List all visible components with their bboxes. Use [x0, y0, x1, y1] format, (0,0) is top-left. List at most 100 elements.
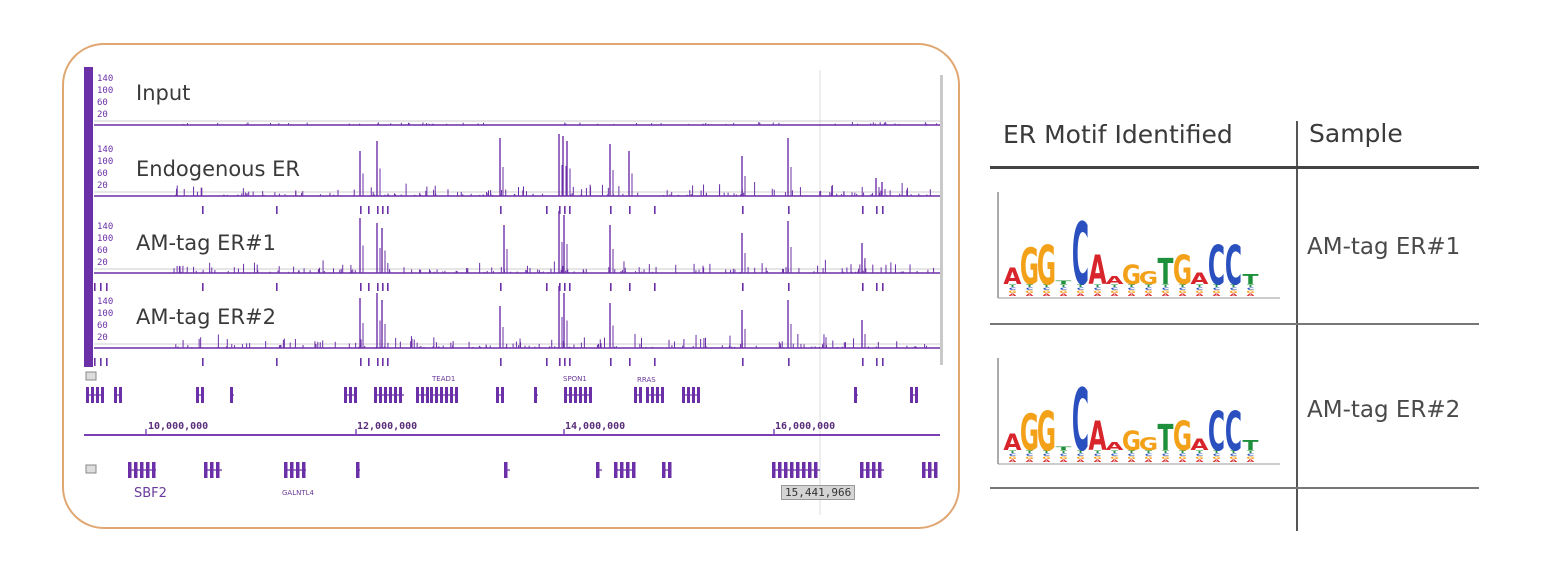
- logo-minor-letter: C: [1213, 287, 1221, 291]
- gene-exon: [91, 387, 94, 403]
- logo-minor-letter: T: [1145, 284, 1153, 288]
- logo-minor-letter: G: [1212, 290, 1220, 294]
- gene-exon: [440, 387, 443, 403]
- logo-minor-letter: T: [1128, 450, 1136, 454]
- logo-minor-letter: A: [1043, 293, 1051, 297]
- peak-call-mark: [387, 283, 389, 291]
- gene-exon: [504, 462, 508, 478]
- peak-call-mark: [202, 206, 204, 214]
- coordinate-label: 10,000,000: [148, 421, 209, 432]
- logo-minor-letter: A: [1196, 293, 1204, 297]
- logo-minor-letter: C: [1230, 287, 1238, 291]
- logo-minor-letter: A: [1196, 459, 1204, 463]
- peak-call-mark: [276, 358, 278, 366]
- peak-call-mark: [202, 283, 204, 291]
- genome-browser-panel: 140 100 60 20 140 100 60 20 140 100 60 20 140 100 60 20…: [62, 43, 960, 529]
- scale-tick: 60: [97, 321, 108, 331]
- peak-call-mark: [564, 206, 566, 214]
- gene-exon: [101, 387, 104, 403]
- gene-exon: [354, 387, 357, 403]
- peak-call-mark: [742, 283, 744, 291]
- logo-minor-letter: A: [1162, 293, 1170, 297]
- logo-minor-letter: A: [1230, 293, 1238, 297]
- gene-label: TEAD1: [432, 375, 456, 383]
- gene-exon: [784, 462, 788, 478]
- header-divider: [1296, 121, 1298, 169]
- logo-minor-letter: T: [1196, 284, 1204, 288]
- gene-exon: [802, 462, 806, 478]
- gene-exon: [589, 387, 592, 403]
- logo-minor-letter: A: [1230, 459, 1238, 463]
- gene-exon: [210, 462, 214, 478]
- gene-exon: [435, 387, 438, 403]
- logo-minor-letter: G: [1059, 290, 1067, 294]
- logo-minor-letter: T: [1230, 284, 1238, 288]
- peak-call-mark: [546, 358, 548, 366]
- logo-minor-letter: G: [1144, 290, 1152, 294]
- peak-call-mark: [629, 206, 631, 214]
- logo-minor-letter: G: [1229, 456, 1237, 460]
- logo-letter: A: [1190, 269, 1209, 288]
- logo-minor-letter: G: [1042, 290, 1050, 294]
- logo-minor-letter: A: [1043, 459, 1051, 463]
- row-divider: [990, 487, 1479, 489]
- logo-minor-letter: C: [1094, 453, 1102, 457]
- peak-call-mark: [569, 283, 571, 291]
- logo-letter: A: [1003, 430, 1021, 455]
- gene-exon: [140, 462, 144, 478]
- gene-exon: [620, 462, 624, 478]
- logo-minor-letter: A: [1213, 459, 1221, 463]
- logo-minor-letter: C: [1026, 287, 1034, 291]
- scale-tick: 140: [97, 222, 113, 232]
- gene-exon: [860, 462, 864, 478]
- logo-letter: G: [1020, 239, 1039, 297]
- gene-exon: [915, 387, 918, 403]
- logo-minor-letter: A: [1145, 293, 1153, 297]
- gene-exon: [302, 462, 306, 478]
- logo-letter: A: [1003, 264, 1021, 289]
- scale-tick: 60: [97, 246, 108, 256]
- gene-exon: [394, 387, 397, 403]
- gene-exon: [399, 387, 402, 403]
- logo-minor-letter: A: [1077, 459, 1085, 463]
- scale-tick: 140: [97, 145, 113, 155]
- logo-minor-letter: C: [1179, 453, 1187, 457]
- logo-minor-letter: T: [1145, 450, 1153, 454]
- logo-minor-letter: A: [1213, 293, 1221, 297]
- scale-tick: 20: [97, 333, 108, 343]
- row-divider: [990, 323, 1479, 325]
- logo-minor-letter: T: [1213, 450, 1221, 454]
- gene-exon: [196, 387, 199, 403]
- logo-minor-letter: C: [1128, 453, 1136, 457]
- gene-exon: [216, 462, 220, 478]
- peak-call-mark: [202, 358, 204, 366]
- logo-minor-letter: C: [1077, 287, 1085, 291]
- logo-minor-letter: G: [1076, 290, 1084, 294]
- peak-call-mark: [654, 358, 656, 366]
- track-label-endogenous-er: Endogenous ER: [136, 157, 300, 181]
- logo-minor-letter: G: [1246, 456, 1254, 460]
- logo-minor-letter: G: [1059, 456, 1067, 460]
- logo-minor-letter: A: [1060, 293, 1068, 297]
- logo-letter: G: [1037, 399, 1056, 463]
- logo-minor-letter: G: [1110, 290, 1118, 294]
- logo-minor-letter: G: [1178, 456, 1186, 460]
- logo-minor-letter: G: [1008, 456, 1016, 460]
- logo-minor-letter: A: [1247, 459, 1255, 463]
- logo-minor-letter: T: [1077, 450, 1085, 454]
- gene-exon: [922, 462, 926, 478]
- logo-letter: A: [1105, 441, 1124, 453]
- peak-call-mark: [368, 283, 370, 291]
- column-divider: [1296, 169, 1298, 531]
- peak-call-mark: [377, 283, 379, 291]
- gene-exon: [416, 387, 419, 403]
- peak-call-mark: [276, 206, 278, 214]
- peak-call-mark: [100, 358, 102, 366]
- logo-minor-letter: C: [1196, 287, 1204, 291]
- peak-call-mark: [882, 206, 884, 214]
- logo-minor-letter: C: [1077, 453, 1085, 457]
- logo-minor-letter: T: [1213, 284, 1221, 288]
- peak-call-mark: [862, 206, 864, 214]
